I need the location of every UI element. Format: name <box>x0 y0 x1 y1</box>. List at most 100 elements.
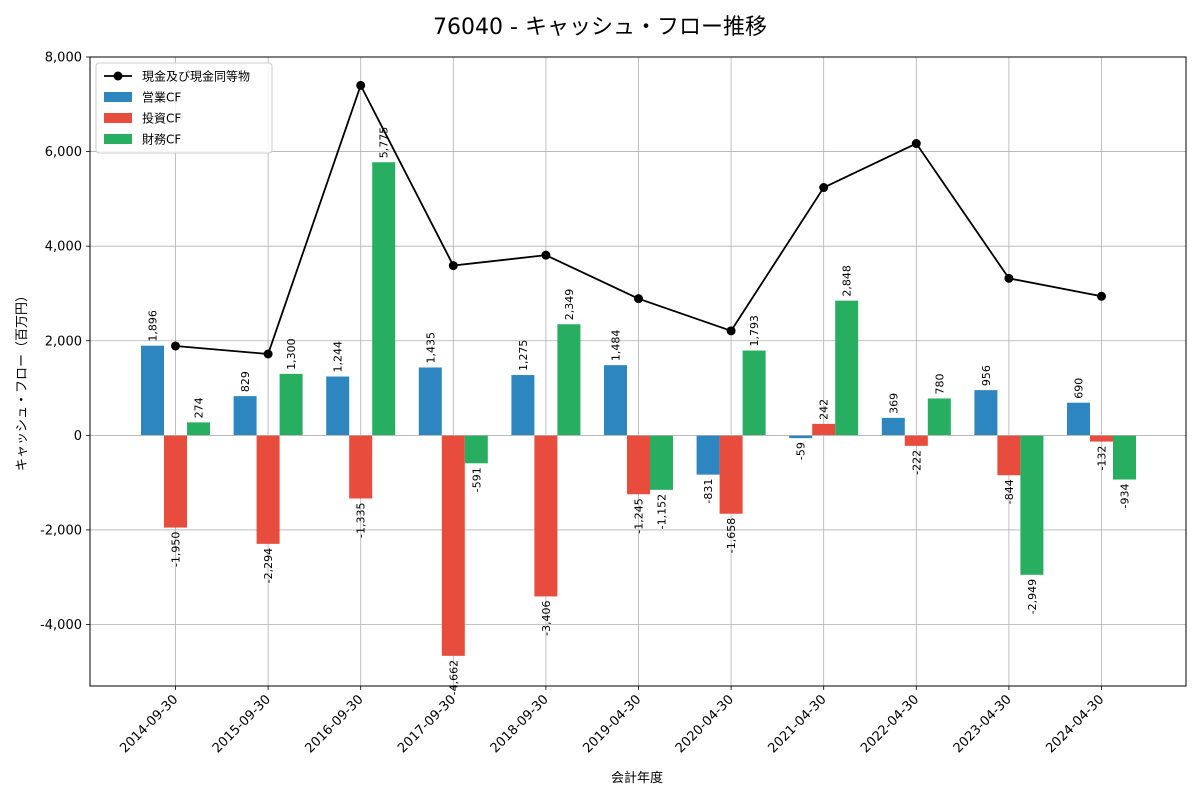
x-tick-label: 2024-04-30 <box>1043 692 1107 756</box>
plot-area: -4,000 -2,000 0 2,000 4,000 6,000 8,000 2014-09… <box>40 51 1187 756</box>
data-label: 1,300 <box>285 338 298 370</box>
data-label: 1,793 <box>748 315 761 347</box>
bar-financing <box>742 350 766 436</box>
data-label: 1,244 <box>332 341 345 373</box>
data-label: -1,658 <box>725 518 738 553</box>
x-tick-label: 2020-04-30 <box>673 692 737 756</box>
bar-financing <box>927 398 951 436</box>
data-label: -831 <box>702 479 715 504</box>
cash-point <box>1097 291 1106 301</box>
data-label: -1,245 <box>633 498 646 533</box>
x-tick-label: 2023-04-30 <box>951 692 1015 756</box>
bar-financing <box>1113 435 1136 480</box>
bar-operating <box>696 435 720 475</box>
bar-investing <box>256 435 280 544</box>
y-tick-label: -4,000 <box>40 618 82 633</box>
cash-point <box>171 341 180 351</box>
bar-investing <box>812 423 836 436</box>
bar-operating <box>974 390 998 436</box>
bar-financing <box>557 324 581 436</box>
data-label: -222 <box>910 450 923 475</box>
bar-financing <box>187 422 210 436</box>
cash-point <box>634 294 643 304</box>
data-label: -59 <box>795 442 808 460</box>
bar-investing <box>164 435 187 528</box>
chart-title: 76040 - キャッシュ・フロー推移 <box>433 15 767 40</box>
bar-financing <box>279 373 303 436</box>
data-label: -4,662 <box>447 660 460 695</box>
bar-operating <box>881 417 905 436</box>
bar-financing <box>372 162 396 436</box>
data-label: 1,484 <box>610 330 623 362</box>
y-tick-label: 0 <box>74 429 82 444</box>
data-label: -3,406 <box>540 600 553 635</box>
data-label: -844 <box>1003 479 1016 504</box>
legend-marker <box>113 71 123 81</box>
cash-point <box>911 139 921 149</box>
bar-financing <box>650 435 673 490</box>
x-tick-label: 2018-09-30 <box>488 692 552 756</box>
y-axis-label: キャッシュ・フロー（百万円） <box>15 289 30 471</box>
legend-label: 投資CF <box>142 111 181 126</box>
data-label: 242 <box>818 399 831 420</box>
x-tick-label: 2021-04-30 <box>765 692 829 756</box>
x-axis-label: 会計年度 <box>611 770 663 786</box>
bar-investing <box>904 435 928 446</box>
data-label: 369 <box>887 393 900 414</box>
cash-point <box>541 250 551 260</box>
legend-box <box>95 62 273 154</box>
legend-bar-swatch <box>104 134 132 144</box>
bar-operating <box>141 345 164 436</box>
y-tick-label: 4,000 <box>45 240 82 255</box>
bar-operating <box>233 396 257 436</box>
plot-background <box>90 57 1186 686</box>
bar-investing <box>627 435 650 495</box>
bar-investing <box>441 435 465 656</box>
legend-label: 営業CF <box>142 91 181 105</box>
data-label: -132 <box>1096 446 1109 471</box>
bar-operating <box>1067 402 1090 436</box>
y-tick-label: -2,000 <box>40 523 82 538</box>
data-label: 2,349 <box>563 289 576 321</box>
data-label: -591 <box>470 467 483 492</box>
data-label: 690 <box>1073 378 1086 399</box>
data-label: 780 <box>933 373 946 394</box>
legend-bar-swatch <box>104 113 132 123</box>
cash-point <box>819 183 829 193</box>
cash-point <box>726 326 736 336</box>
bar-investing <box>534 435 558 597</box>
bar-operating <box>418 367 442 436</box>
x-tick-label: 2015-09-30 <box>210 692 274 756</box>
data-label: -2,294 <box>262 548 275 583</box>
data-label: -934 <box>1119 484 1132 509</box>
data-label: -1,335 <box>355 502 368 537</box>
bar-financing <box>835 300 859 436</box>
bar-financing <box>1020 435 1044 575</box>
bar-investing <box>349 435 373 499</box>
cash-point <box>1004 273 1014 283</box>
bar-operating <box>511 375 535 436</box>
data-label: 2,848 <box>841 265 854 297</box>
data-label: -1,950 <box>170 532 183 567</box>
data-label: -1,152 <box>656 494 669 529</box>
cash-point <box>356 80 366 90</box>
cash-point <box>448 261 458 271</box>
data-label: 956 <box>980 365 993 386</box>
bar-financing <box>464 435 488 464</box>
x-tick-label: 2022-04-30 <box>858 692 922 756</box>
x-tick-label: 2017-09-30 <box>395 692 459 756</box>
legend-bar-swatch <box>104 92 132 102</box>
data-label: 5,775 <box>378 127 391 159</box>
x-tick-label: 2016-09-30 <box>302 692 366 756</box>
legend-label: 財務CF <box>142 132 181 147</box>
data-label: 1,435 <box>424 332 437 364</box>
y-tick-label: 8,000 <box>45 51 82 66</box>
data-label: 1,275 <box>517 340 530 372</box>
bar-investing <box>1090 435 1113 442</box>
x-tick-label: 2019-04-30 <box>580 692 644 756</box>
cash-point <box>263 349 273 359</box>
y-tick-label: 6,000 <box>45 145 82 160</box>
bar-operating <box>326 376 350 436</box>
